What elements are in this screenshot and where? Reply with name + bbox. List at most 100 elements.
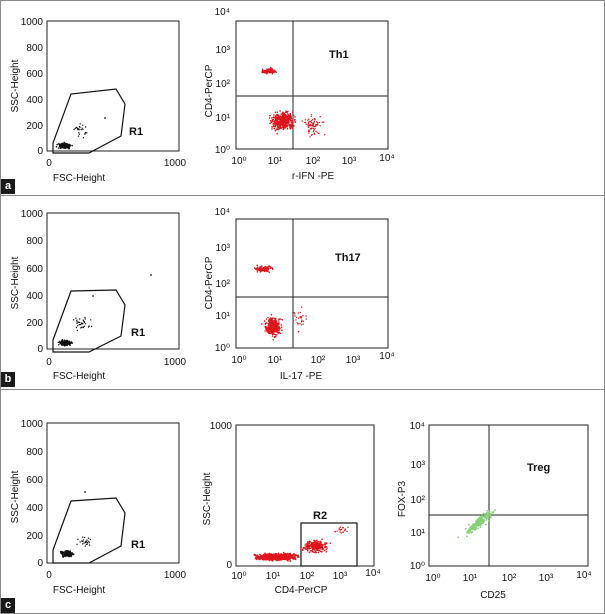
event-dot: [457, 536, 460, 539]
event-dot: [478, 522, 481, 525]
event-dot: [71, 144, 73, 147]
event-dot: [277, 123, 280, 125]
event-dot: [265, 72, 268, 75]
event-dot: [274, 555, 276, 558]
event-dot: [269, 326, 271, 329]
event-dot: [271, 118, 274, 121]
event-dot: [281, 553, 284, 556]
event-dot: [271, 72, 274, 75]
event-dot: [271, 560, 274, 562]
event-dot: [293, 553, 296, 556]
event-dot: [482, 520, 485, 523]
event-dot: [289, 552, 291, 555]
event-dot: [492, 511, 495, 514]
x-axis-label: FSC-Height: [53, 173, 105, 184]
event-dot: [312, 127, 315, 130]
event-dot: [284, 554, 287, 557]
event-dot: [273, 330, 276, 333]
event-dot: [293, 125, 295, 127]
event-dot: [270, 322, 273, 325]
event-dot: [278, 118, 280, 121]
event-dot: [92, 295, 94, 297]
y-tick-label: 10⁰: [215, 145, 230, 156]
event-dot: [486, 512, 488, 514]
event-dot: [292, 111, 294, 113]
plot-frame: [46, 20, 180, 152]
event-dot: [306, 541, 309, 543]
event-dot: [89, 538, 92, 541]
event-dot: [289, 119, 292, 122]
event-dot: [90, 319, 92, 321]
x-tick-label: 1000: [164, 570, 187, 581]
event-dot: [66, 145, 68, 147]
event-dot: [487, 517, 490, 520]
event-dot: [280, 555, 283, 558]
event-dot: [293, 558, 295, 560]
event-dot: [316, 131, 318, 133]
event-dot: [82, 326, 84, 328]
event-dot: [300, 315, 302, 318]
event-dot: [65, 340, 68, 343]
event-dot: [67, 147, 70, 150]
event-dot: [259, 266, 261, 268]
event-dot: [308, 132, 310, 134]
event-dot: [265, 330, 268, 332]
event-dot: [342, 527, 344, 529]
event-dot: [72, 319, 75, 321]
event-dot: [261, 323, 263, 325]
event-dot: [316, 121, 318, 123]
event-dot: [298, 317, 300, 319]
event-dot: [302, 315, 304, 317]
event-dot: [60, 551, 62, 553]
event-dot: [324, 542, 327, 544]
event-dot: [269, 325, 271, 327]
event-dot: [77, 325, 79, 327]
x-tick-label: 0: [46, 158, 52, 169]
y-tick-label: 1000: [21, 419, 44, 430]
event-dot: [287, 558, 289, 561]
event-dot: [294, 313, 296, 315]
event-dot: [284, 118, 287, 120]
y-axis-label: SSC-Height: [202, 472, 213, 525]
event-dot: [82, 137, 85, 139]
event-dot: [294, 121, 297, 123]
event-dot: [322, 548, 325, 550]
event-dot: [284, 125, 287, 128]
event-dot: [321, 538, 323, 541]
y-axis-label: SSC-Height: [10, 256, 21, 309]
event-dot: [465, 535, 468, 538]
event-dot: [282, 557, 284, 559]
event-dot: [75, 127, 78, 129]
event-dot: [76, 543, 78, 546]
event-dot: [278, 120, 280, 123]
event-dot: [290, 116, 293, 119]
event-dot: [261, 557, 264, 559]
event-dot: [312, 551, 315, 553]
event-dot: [297, 330, 300, 333]
event-dot: [88, 540, 90, 543]
event-dot: [260, 269, 263, 272]
y-tick-label: 800: [26, 236, 43, 247]
event-dot: [287, 117, 289, 120]
y-tick-label: 10¹: [216, 113, 231, 124]
y-tick-label: 10⁴: [410, 421, 425, 432]
event-dot: [62, 343, 65, 345]
panel-divider: [1, 195, 604, 196]
x-tick-label: 10⁰: [425, 573, 440, 584]
event-dot: [271, 117, 273, 119]
event-dot: [268, 71, 271, 73]
event-dot: [78, 132, 80, 134]
event-dot: [281, 319, 284, 321]
event-dot: [485, 519, 488, 521]
y-tick-label: 0: [37, 558, 43, 569]
event-dot: [280, 324, 283, 326]
event-dot: [64, 553, 67, 555]
event-dot: [86, 539, 88, 541]
event-dot: [269, 554, 272, 557]
y-tick-label: 10³: [216, 243, 231, 254]
event-dot: [470, 531, 473, 534]
event-dot: [301, 319, 303, 321]
gate-r1: [52, 497, 126, 564]
